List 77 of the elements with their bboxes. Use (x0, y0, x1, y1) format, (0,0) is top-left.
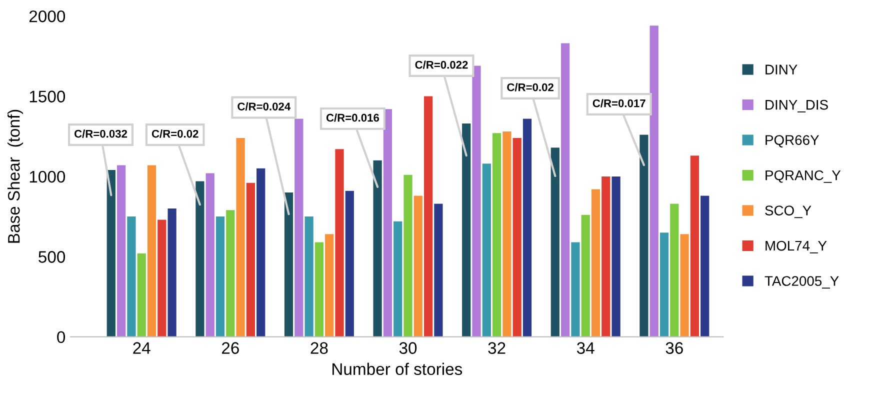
y-tick-label: 1000 (30, 170, 66, 183)
bar (612, 176, 620, 337)
x-axis-title: Number of stories (332, 362, 462, 376)
bar (196, 181, 204, 337)
bar (236, 138, 245, 337)
bar (206, 173, 214, 337)
bar (670, 204, 679, 337)
bar (424, 96, 433, 337)
bar (294, 118, 304, 337)
legend-label: PQRANC_Y (766, 170, 841, 183)
bar (571, 242, 580, 337)
bar (602, 176, 610, 337)
legend-label: PQR66Y (766, 135, 819, 148)
y-axis-title: Base Shear (tonf) (8, 110, 24, 243)
annotation: C/R=0.016 (326, 114, 380, 122)
bar (284, 192, 294, 337)
bar (700, 196, 710, 337)
legend-label: SCO_Y (765, 206, 812, 218)
bar (158, 220, 166, 337)
bar (345, 190, 354, 337)
bar (581, 214, 590, 337)
legend-label: TAC2005_Y (764, 276, 839, 289)
bar (373, 160, 382, 337)
bar (502, 132, 512, 337)
bar (690, 156, 700, 337)
bar (591, 189, 600, 337)
bar (116, 165, 126, 337)
bar (256, 168, 266, 337)
x-tick-label: 24 (133, 342, 150, 354)
legend-label: MOL74_Y (766, 240, 827, 254)
bar (226, 210, 235, 337)
y-tick-label: 2000 (29, 10, 66, 22)
annotation: C/R=0.022 (415, 60, 468, 69)
x-tick-label: 36 (666, 342, 683, 354)
annotation: C/R=0.032 (74, 130, 128, 138)
bar (304, 216, 314, 337)
bar (394, 221, 402, 337)
bar (314, 242, 324, 337)
bar (512, 138, 522, 337)
bar (472, 66, 481, 337)
bar (482, 164, 491, 337)
bar (492, 133, 502, 337)
bar (106, 170, 116, 337)
x-tick-label: 26 (222, 342, 239, 354)
bar (434, 204, 443, 337)
annotation: C/R=0.02 (152, 130, 198, 138)
legend-label: DINY (766, 64, 798, 74)
annotation: C/R=0.017 (592, 99, 646, 108)
bar (246, 182, 256, 337)
bar (127, 216, 136, 337)
x-tick-label: 30 (399, 342, 417, 354)
annotation: C/R=0.02 (507, 83, 554, 92)
bar (550, 148, 560, 337)
bar (462, 124, 471, 337)
x-tick-label: 34 (576, 342, 594, 354)
bar (137, 253, 146, 337)
bar (660, 232, 669, 337)
bar (404, 174, 412, 337)
bar (680, 234, 689, 337)
y-tick-label: 0 (57, 331, 66, 344)
bar (325, 234, 334, 337)
y-tick-label: 500 (38, 251, 66, 263)
bar (522, 118, 532, 337)
bar (560, 43, 570, 337)
annotation: C/R=0.024 (238, 102, 291, 111)
x-tick-label: 32 (488, 342, 506, 354)
bar (168, 208, 176, 337)
bar (383, 109, 392, 337)
bar (640, 134, 648, 337)
bar (335, 149, 344, 337)
x-tick-label: 28 (310, 342, 328, 354)
legend-label: DINY_DIS (766, 100, 828, 112)
bar (414, 196, 422, 337)
bar (216, 216, 225, 337)
bar (147, 165, 156, 337)
bar (650, 26, 658, 337)
y-tick-label: 1500 (30, 90, 66, 102)
